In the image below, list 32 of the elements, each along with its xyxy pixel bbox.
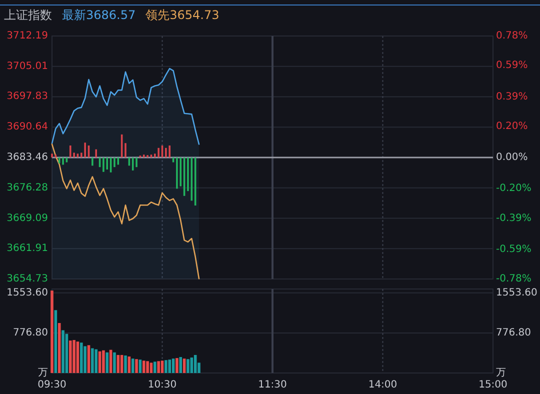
chart-title: 上证指数	[4, 8, 52, 22]
x-tick-label: 14:00	[368, 380, 398, 390]
y-tick-label: 776.80	[13, 327, 48, 338]
text: 最新3686.57	[62, 8, 136, 22]
y2-tick-label: -0.59%	[496, 244, 532, 255]
y2-tick-label: 0.20%	[496, 120, 528, 132]
text: 领先3654.73	[146, 8, 220, 22]
y2-tick-label: 1553.60	[496, 287, 538, 298]
y2-tick-label: -0.20%	[496, 183, 532, 194]
y2-tick-label: -0.78%	[496, 274, 532, 284]
y-tick-label: 3697.83	[6, 91, 48, 102]
y-tick-label: 3669.09	[6, 212, 48, 224]
y2-tick-label: 万	[496, 368, 506, 378]
y2-tick-label: -0.39%	[496, 212, 532, 224]
y-tick-label: 3654.73	[6, 274, 48, 284]
x-tick-label: 11:30	[258, 380, 287, 390]
y-tick-label: 1553.60	[6, 287, 48, 298]
x-tick-label: 15:00	[478, 380, 508, 390]
y-tick-label: 3676.28	[6, 182, 48, 194]
y-tick-label: 3683.46	[6, 152, 48, 163]
y-tick-label: 万	[38, 368, 48, 378]
y2-tick-label: 0.00%	[496, 152, 528, 163]
y-tick-label: 3690.64	[6, 122, 48, 133]
x-tick-label: 10:30	[148, 380, 177, 390]
y-tick-label: 3705.01	[6, 60, 48, 72]
y2-tick-label: 776.80	[496, 327, 531, 338]
y-tick-label: 3661.91	[6, 243, 48, 254]
y-tick-label: 3712.19	[6, 30, 48, 42]
y2-tick-label: 0.78%	[496, 30, 528, 42]
y2-tick-label: 0.59%	[496, 60, 528, 72]
x-tick-label: 09:30	[38, 380, 66, 390]
y2-tick-label: 0.39%	[496, 91, 528, 102]
